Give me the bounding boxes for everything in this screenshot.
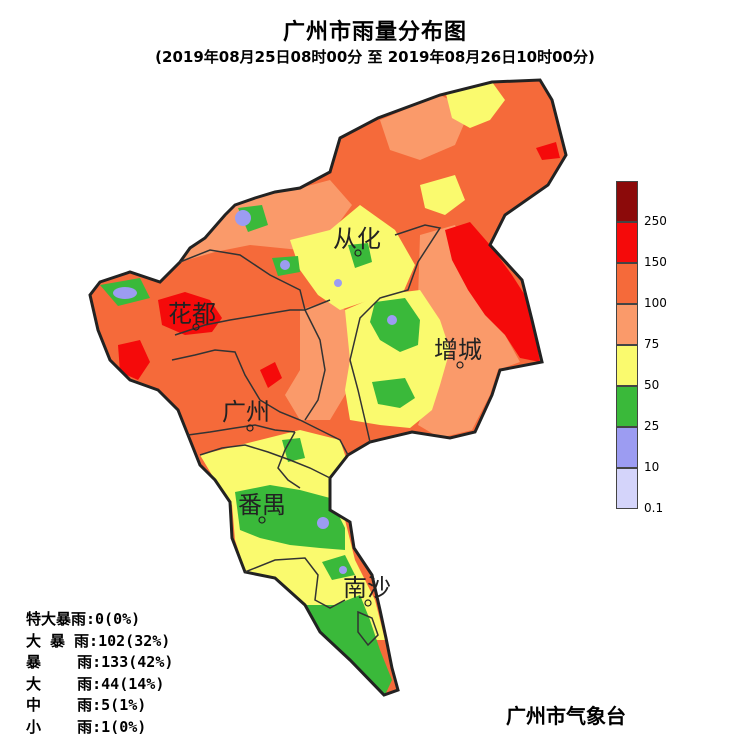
agency-name: 广州市气象台 [506, 704, 626, 728]
city-label-zengcheng: 增城 [434, 336, 482, 364]
legend-label-50: 50 [644, 378, 660, 392]
boundary-panyu-nansha [244, 557, 346, 609]
city-marker-zengcheng [456, 361, 464, 369]
city-markers: 从化 花都 增城 广州 番禺 南沙 [168, 225, 482, 607]
city-marker-guangzhou [246, 424, 254, 432]
legend-swatch-10-25 [616, 427, 638, 468]
rain-stats: 特大暴雨:0(0%) 大 暴 雨:102(32%) 暴 雨:133(42%) 大… [26, 609, 173, 738]
zone-50-75-zengcheng [345, 290, 450, 428]
zone-75-100-east [418, 225, 520, 438]
boundary-conghua-zengcheng [349, 224, 442, 361]
zone-10-25-dot [235, 210, 251, 226]
city-marker-huadu [192, 323, 200, 331]
stat-label: 特大暴雨: [26, 610, 96, 628]
city-label-guangzhou: 广州 [222, 398, 270, 426]
boundary-inner [304, 309, 326, 421]
legend-swatch-75-100 [616, 304, 638, 345]
boundary-river [277, 431, 301, 489]
legend-label-250: 250 [644, 214, 667, 228]
stat-row: 小 雨:1(0%) [26, 717, 173, 739]
map-subtitle: (2019年08月25日08时00分 至 2019年08月26日10时00分) [155, 48, 595, 66]
stat-value: 0(0%) [95, 610, 141, 628]
legend-swatch-100-150 [616, 263, 638, 304]
boundary-nansha-island [357, 610, 379, 647]
legend-label-0.1: 0.1 [644, 501, 664, 515]
zone-25-50-nansha-n [322, 555, 355, 580]
zone-10-25-dot [113, 287, 137, 299]
zone-75-100-north [380, 95, 470, 160]
stat-row: 大 雨:44(14%) [26, 674, 173, 696]
zone-150-250-east [445, 222, 540, 362]
stat-value: 44(14%) [101, 674, 165, 693]
stat-row: 中 雨:5(1%) [26, 695, 173, 717]
zone-10-25-dot [280, 260, 290, 270]
legend-swatch-150-250 [616, 222, 638, 263]
zone-150-250-west [118, 340, 150, 380]
legend-label-10: 10 [644, 460, 660, 474]
legend-swatch-250-plus [616, 181, 638, 222]
zone-150-250-center [260, 362, 282, 388]
boundary-baiyun [171, 349, 349, 456]
city-marker-conghua [354, 249, 362, 257]
legend-swatch-25-50 [616, 386, 638, 427]
zone-10-25-dot [339, 566, 347, 574]
stat-value: 5(1%) [101, 696, 147, 714]
stat-value: 133(42%) [101, 653, 174, 671]
stat-label: 大 暴 雨: [26, 631, 99, 650]
city-label-panyu: 番禺 [238, 491, 286, 519]
stat-row: 暴 雨:133(42%) [26, 652, 173, 674]
city-marker-panyu [258, 516, 266, 524]
city-label-nansha: 南沙 [343, 574, 391, 602]
zone-25-50-center [372, 378, 415, 408]
map-title: 广州市雨量分布图 [282, 20, 467, 45]
zone-25-50-nansha [300, 595, 392, 695]
legend-label-100: 100 [644, 296, 667, 310]
city-marker-nansha [364, 599, 372, 607]
legend-swatch-50-75 [616, 345, 638, 386]
zone-50-75-north [445, 82, 505, 128]
zone-150-250-ne [536, 142, 560, 160]
city-label-conghua: 从化 [333, 225, 381, 253]
city-label-huadu: 花都 [168, 300, 216, 328]
legend-swatch-0.1-10 [616, 468, 638, 509]
zone-10-25-dot [334, 279, 342, 287]
stat-label: 暴 雨: [26, 653, 102, 671]
stat-label: 小 雨: [26, 717, 102, 736]
zone-25-50-zengcheng [370, 298, 420, 352]
stat-label: 大 雨: [26, 674, 102, 693]
legend-label-150: 150 [644, 255, 667, 269]
city-boundary [88, 78, 568, 697]
zone-25-50-panyu [235, 485, 345, 550]
zone-10-25-dot [317, 517, 329, 529]
zone-50-75-spot [420, 175, 465, 215]
boundary-urban [187, 424, 296, 436]
stat-value: 1(0%) [101, 717, 147, 736]
stat-row: 大 暴 雨:102(32%) [26, 631, 173, 653]
district-boundaries [171, 224, 442, 647]
stat-row: 特大暴雨:0(0%) [26, 609, 173, 631]
boundary-huadu-conghua [179, 249, 306, 311]
boundary-zengcheng-west [349, 359, 371, 443]
boundary-urban-2 [199, 444, 331, 479]
legend-label-25: 25 [644, 419, 660, 433]
zone-10-25-dot [387, 315, 397, 325]
legend-label-75: 75 [644, 337, 660, 351]
stat-value: 102(32%) [98, 631, 171, 650]
stat-label: 中 雨: [26, 696, 102, 714]
